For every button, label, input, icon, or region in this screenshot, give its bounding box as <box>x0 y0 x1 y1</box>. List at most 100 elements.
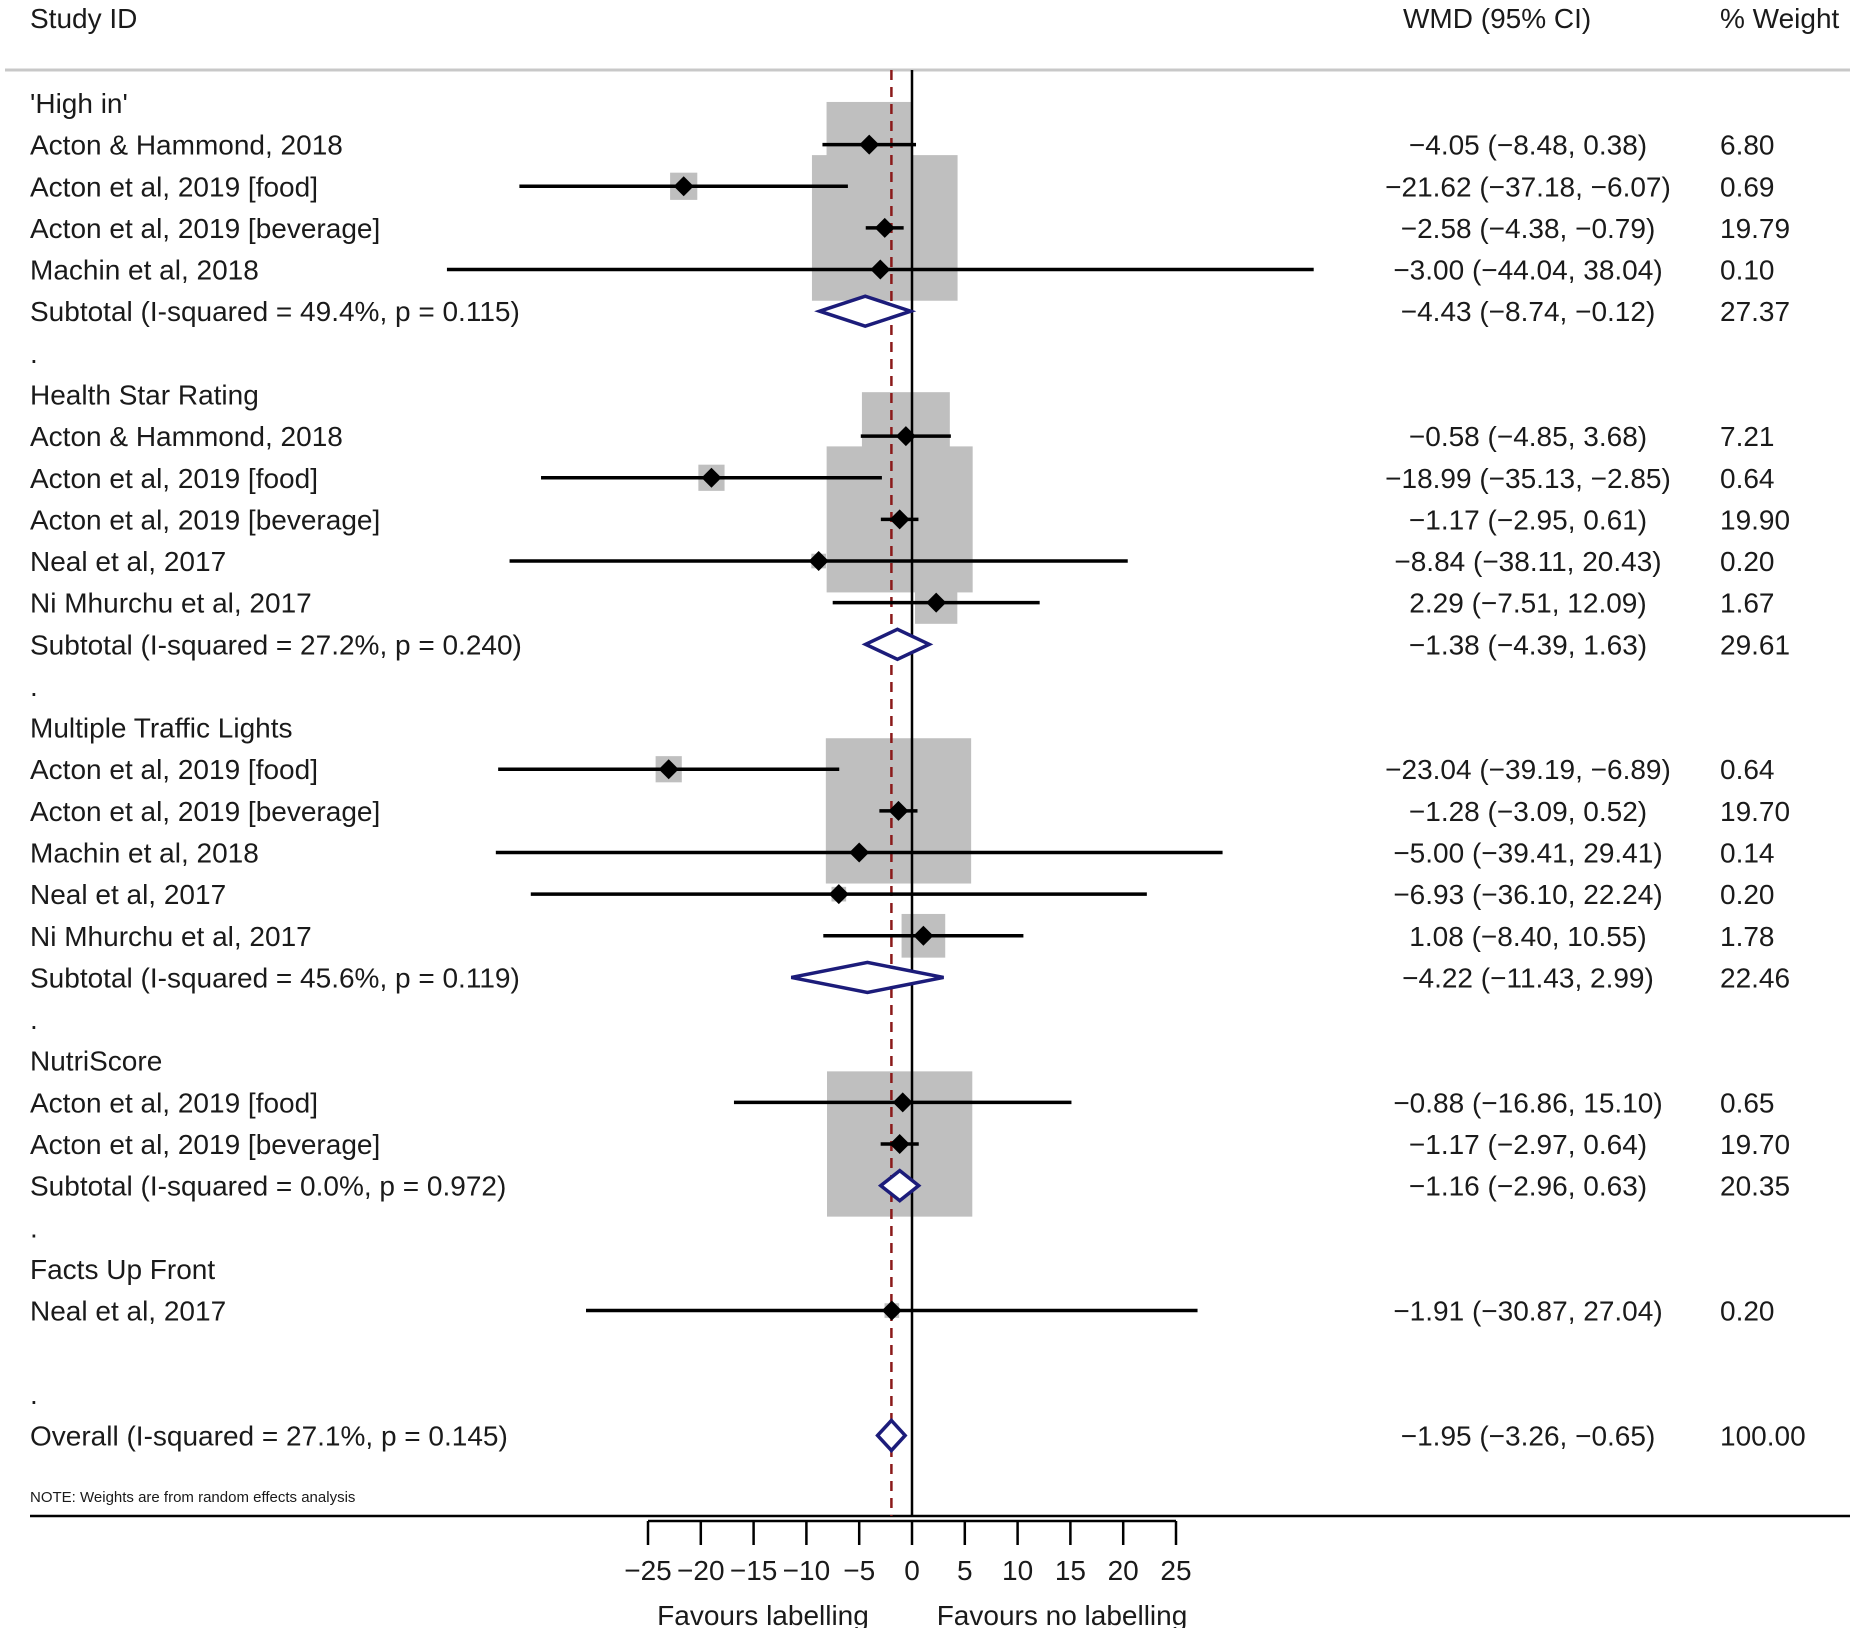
row-label-group: Facts Up Front <box>30 1254 215 1285</box>
column-header-weight: % Weight <box>1720 3 1840 34</box>
effect-ci-text: −1.28 (−3.09, 0.52) <box>1409 796 1647 827</box>
effect-ci-text: −4.05 (−8.48, 0.38) <box>1409 130 1647 161</box>
row-label-study: Acton et al, 2019 [beverage] <box>30 1129 380 1160</box>
weight-boxes-layer <box>655 101 973 1318</box>
effect-ci-text: −0.88 (−16.86, 15.10) <box>1393 1087 1662 1118</box>
x-tick-label: 0 <box>904 1555 920 1586</box>
row-label-study: Acton et al, 2019 [beverage] <box>30 504 380 535</box>
weight-text: 20.35 <box>1720 1171 1790 1202</box>
effect-ci-text: −4.43 (−8.74, −0.12) <box>1401 296 1656 327</box>
point-estimate <box>673 176 694 197</box>
weight-text: 0.10 <box>1720 255 1775 286</box>
row-label-study: Ni Mhurchu et al, 2017 <box>30 921 312 952</box>
effect-ci-text: −2.58 (−4.38, −0.79) <box>1401 213 1656 244</box>
row-label-study: Acton et al, 2019 [food] <box>30 463 318 494</box>
row-label-spacer: . <box>30 338 38 369</box>
row-label-study: Acton et al, 2019 [food] <box>30 754 318 785</box>
effect-ci-text: −8.84 (−38.11, 20.43) <box>1394 546 1661 577</box>
subtotal-diamond <box>790 960 944 995</box>
weights-note: NOTE: Weights are from random effects an… <box>30 1489 355 1506</box>
row-label-spacer: . <box>30 1212 38 1243</box>
weight-text: 0.14 <box>1720 838 1775 869</box>
point-estimate <box>881 1300 902 1321</box>
weight-text: 0.64 <box>1720 754 1775 785</box>
overall-diamond <box>875 1417 908 1454</box>
row-label-overall: Overall (I-squared = 27.1%, p = 0.145) <box>30 1420 508 1451</box>
effect-ci-text: −1.91 (−30.87, 27.04) <box>1393 1296 1662 1327</box>
weight-text: 100.00 <box>1720 1420 1806 1451</box>
x-tick-label: 5 <box>957 1555 973 1586</box>
weight-text: 19.70 <box>1720 1129 1790 1160</box>
weight-text: 22.46 <box>1720 962 1790 993</box>
row-label-study: Neal et al, 2017 <box>30 879 226 910</box>
point-estimate <box>889 1134 910 1154</box>
row-label-study: Ni Mhurchu et al, 2017 <box>30 588 312 619</box>
row-label-subtotal: Subtotal (I-squared = 45.6%, p = 0.119) <box>30 962 520 993</box>
row-label-study: Machin et al, 2018 <box>30 255 259 286</box>
point-estimate <box>808 551 829 572</box>
row-label-spacer: . <box>30 1379 38 1410</box>
row-label-study: Acton & Hammond, 2018 <box>30 421 343 452</box>
row-label-spacer: . <box>30 1004 38 1035</box>
weight-text: 6.80 <box>1720 130 1775 161</box>
effect-ci-text: 2.29 (−7.51, 12.09) <box>1409 588 1646 619</box>
x-label-left: Favours labelling <box>657 1600 869 1628</box>
row-label-spacer: . <box>30 671 38 702</box>
effect-ci-text: 1.08 (−8.40, 10.55) <box>1409 921 1646 952</box>
weight-text: 0.20 <box>1720 1296 1775 1327</box>
effect-ci-text: −21.62 (−37.18, −6.07) <box>1385 171 1671 202</box>
point-estimate <box>913 925 934 946</box>
x-tick-label: 20 <box>1108 1555 1139 1586</box>
weight-text: 0.64 <box>1720 463 1775 494</box>
estimate-marks-layer <box>446 134 1314 1454</box>
weight-text: 27.37 <box>1720 296 1790 327</box>
point-estimate <box>889 509 910 530</box>
weight-text: 1.78 <box>1720 921 1775 952</box>
row-label-study: Neal et al, 2017 <box>30 546 226 577</box>
column-header-study: Study ID <box>30 3 137 34</box>
row-label-study: Acton et al, 2019 [beverage] <box>30 796 380 827</box>
row-label-subtotal: Subtotal (I-squared = 27.2%, p = 0.240) <box>30 629 522 660</box>
weight-text: 29.61 <box>1720 629 1790 660</box>
weight-text: 0.20 <box>1720 879 1775 910</box>
row-label-study: Acton et al, 2019 [food] <box>30 1087 318 1118</box>
x-tick-label: −5 <box>843 1555 875 1586</box>
weight-text: 19.70 <box>1720 796 1790 827</box>
point-estimate <box>870 259 891 280</box>
point-estimate <box>926 592 947 613</box>
effect-ci-text: −1.16 (−2.96, 0.63) <box>1409 1171 1647 1202</box>
effect-ci-text: −18.99 (−35.13, −2.85) <box>1385 463 1671 494</box>
weight-text: 7.21 <box>1720 421 1775 452</box>
x-tick-label: −25 <box>624 1555 672 1586</box>
row-label-study: Machin et al, 2018 <box>30 838 259 869</box>
x-tick-label: 10 <box>1002 1555 1033 1586</box>
effect-ci-text: −23.04 (−39.19, −6.89) <box>1385 754 1671 785</box>
point-estimate <box>658 759 679 780</box>
row-label-subtotal: Subtotal (I-squared = 0.0%, p = 0.972) <box>30 1171 506 1202</box>
weight-text: 0.69 <box>1720 171 1775 202</box>
effect-ci-text: −1.17 (−2.97, 0.64) <box>1409 1129 1647 1160</box>
x-tick-label: 15 <box>1055 1555 1086 1586</box>
row-label-group: Multiple Traffic Lights <box>30 713 293 744</box>
point-estimate <box>888 800 909 821</box>
row-label-study: Acton et al, 2019 [food] <box>30 171 318 202</box>
point-estimate <box>892 1092 913 1113</box>
row-label-study: Acton & Hammond, 2018 <box>30 130 343 161</box>
x-label-right: Favours no labelling <box>937 1600 1188 1628</box>
weight-text: 0.65 <box>1720 1087 1775 1118</box>
weight-text: 0.20 <box>1720 546 1775 577</box>
column-header-effect: WMD (95% CI) <box>1403 3 1591 34</box>
weight-text: 19.79 <box>1720 213 1790 244</box>
point-estimate <box>701 467 722 488</box>
row-label-study: Neal et al, 2017 <box>30 1296 226 1327</box>
point-estimate <box>828 884 849 905</box>
x-tick-label: −10 <box>783 1555 831 1586</box>
row-label-study: Acton et al, 2019 [beverage] <box>30 213 380 244</box>
effect-ci-text: −1.95 (−3.26, −0.65) <box>1401 1420 1656 1451</box>
effect-ci-text: −4.22 (−11.43, 2.99) <box>1402 962 1654 993</box>
point-estimate <box>849 842 870 863</box>
effect-ci-text: −3.00 (−44.04, 38.04) <box>1393 255 1662 286</box>
row-label-group: Health Star Rating <box>30 379 259 410</box>
row-label-subtotal: Subtotal (I-squared = 49.4%, p = 0.115) <box>30 296 520 327</box>
